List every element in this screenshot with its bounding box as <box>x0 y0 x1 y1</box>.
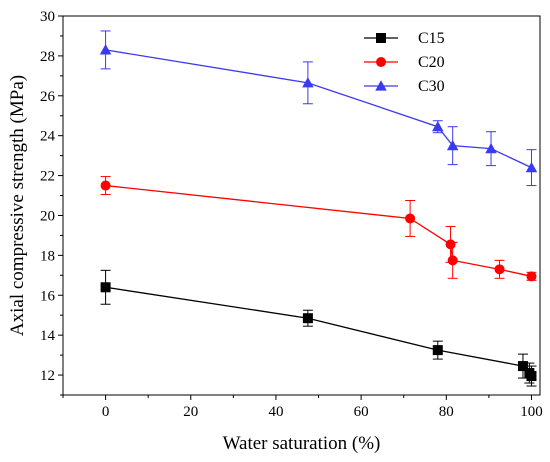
y-tick-label: 26 <box>40 89 56 105</box>
y-tick-label: 14 <box>40 328 56 344</box>
y-tick-label: 28 <box>40 49 55 65</box>
series-C15 <box>100 269 537 387</box>
data-point-C20 <box>526 271 537 282</box>
data-point-C20 <box>445 239 456 250</box>
x-tick-label: 0 <box>102 404 110 420</box>
y-tick-label: 18 <box>40 248 55 264</box>
legend-marker <box>376 57 386 67</box>
legend-label: C20 <box>418 54 445 71</box>
y-tick-label: 30 <box>40 9 55 25</box>
series-C20 <box>100 176 537 282</box>
data-point-C15 <box>100 282 111 293</box>
data-point-C30 <box>432 120 444 132</box>
y-tick-label: 20 <box>40 208 55 224</box>
data-point-C30 <box>302 77 314 88</box>
data-point-C20 <box>447 255 458 266</box>
plot-frame <box>62 15 541 396</box>
legend-marker <box>375 80 387 91</box>
y-tick-label: 12 <box>40 368 55 384</box>
data-point-C30 <box>446 139 459 151</box>
axes: 0 20 40 60 80 100 12 14 16 18 20 22 24 26 28 30 <box>40 9 543 420</box>
data-point-C15 <box>526 371 537 382</box>
plot-area <box>99 30 538 387</box>
x-tick-label: 20 <box>183 404 198 420</box>
data-point-C20 <box>494 264 505 275</box>
legend: C15 C20 C30 <box>364 30 445 95</box>
x-axis-title: Water saturation (%) <box>223 433 381 454</box>
y-tick-label: 24 <box>40 129 56 145</box>
y-tick-label: 16 <box>40 288 56 304</box>
legend-entry-C15: C15 <box>364 30 445 47</box>
series-line-C20 <box>105 184 532 277</box>
data-point-C15 <box>517 361 528 372</box>
data-point-C20 <box>405 213 416 224</box>
series-line-C30 <box>105 49 532 169</box>
x-tick-label: 100 <box>520 404 543 420</box>
data-point-C20 <box>100 180 111 191</box>
legend-label: C30 <box>418 78 445 95</box>
x-tick-label: 60 <box>354 404 369 420</box>
data-point-C30 <box>525 161 538 173</box>
legend-marker <box>376 33 386 43</box>
data-point-C15 <box>432 345 443 356</box>
x-tick-label: 80 <box>439 404 454 420</box>
data-point-C15 <box>302 313 313 324</box>
data-point-C30 <box>485 142 497 154</box>
legend-entry-C20: C20 <box>364 54 445 71</box>
x-tick-label: 40 <box>268 404 283 420</box>
legend-entry-C30: C30 <box>364 78 445 95</box>
legend-label: C15 <box>418 30 445 47</box>
data-point-C30 <box>99 44 112 55</box>
y-axis-title: Axial compressive strength (MPa) <box>7 75 28 336</box>
series-C30 <box>99 30 538 187</box>
y-tick-label: 22 <box>40 169 55 185</box>
